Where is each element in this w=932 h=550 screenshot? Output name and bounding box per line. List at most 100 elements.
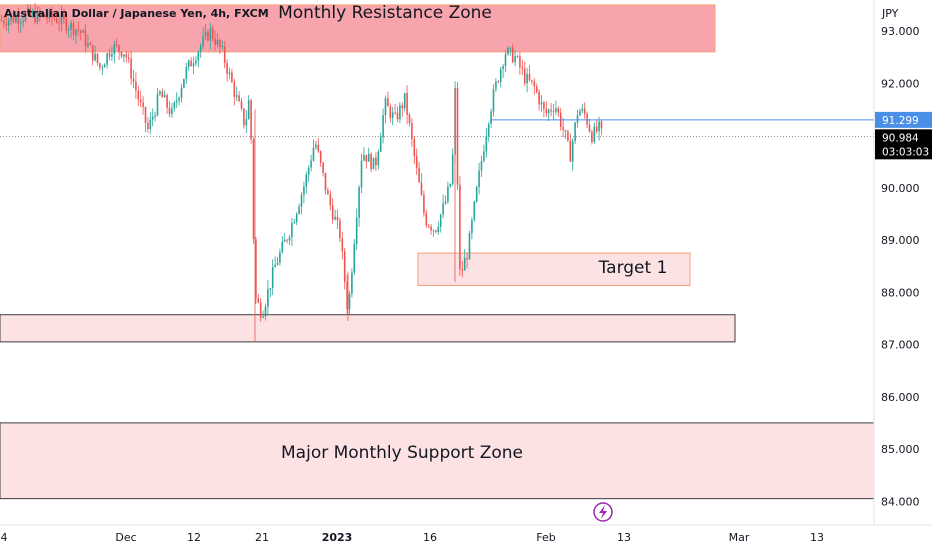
candle-body — [209, 28, 212, 41]
candle-body — [288, 237, 291, 241]
price-axis-background — [874, 0, 932, 525]
x-tick-label: 4 — [1, 531, 8, 544]
candle-body — [523, 68, 526, 84]
candle-body — [3, 20, 5, 24]
candle-body — [459, 184, 461, 270]
x-tick-label: 2023 — [322, 531, 353, 544]
candle-body — [394, 112, 396, 114]
candle-body — [51, 10, 53, 18]
candle-body — [161, 91, 164, 98]
candle-body — [353, 243, 356, 273]
candle-body — [204, 31, 207, 37]
candle-body — [396, 112, 399, 120]
candle-body — [303, 186, 305, 195]
x-axis-ticks: 4 Dec 12 21 2023 16 Feb 13 Mar 13 — [1, 531, 825, 544]
last-price-tag — [875, 129, 932, 160]
candle-body — [387, 98, 389, 107]
candle-body — [468, 233, 471, 260]
candle-body — [180, 87, 183, 98]
lightning-icon[interactable] — [593, 502, 613, 522]
candle-body — [219, 39, 221, 47]
candle-body — [533, 81, 536, 87]
candle-body — [343, 251, 346, 283]
candle-body — [178, 97, 180, 101]
candle-body — [552, 111, 555, 113]
zone-label-0: Monthly Resistance Zone — [278, 3, 492, 23]
candle-body — [197, 51, 200, 61]
candle-body — [418, 167, 420, 183]
candle-body — [118, 45, 120, 52]
candle-body — [442, 203, 444, 215]
candle-body — [65, 18, 68, 31]
candle-body — [156, 94, 159, 116]
candle-body — [58, 22, 60, 24]
y-tick-label: 90.000 — [881, 182, 920, 195]
candle-body — [322, 162, 324, 173]
candle-body — [471, 219, 473, 234]
x-tick-label: 13 — [617, 531, 631, 544]
candle-body — [271, 267, 274, 288]
x-tick-label: 12 — [187, 531, 201, 544]
candle-body — [108, 53, 111, 57]
candle-body — [190, 60, 192, 67]
candle-body — [214, 38, 216, 45]
candle-body — [84, 30, 87, 47]
candle-body — [139, 99, 142, 103]
candle-body — [593, 126, 596, 143]
candle-body — [327, 190, 329, 195]
candle-body — [504, 54, 507, 67]
candle-body — [127, 57, 130, 59]
candle-body — [233, 82, 236, 97]
candle-body — [36, 10, 39, 23]
zone-0[interactable] — [0, 4, 716, 53]
candle-body — [111, 54, 113, 57]
candle-body — [346, 282, 348, 310]
candle-body — [27, 8, 29, 14]
candle-body — [600, 121, 603, 129]
candle-body — [557, 108, 560, 113]
candle-body — [245, 119, 248, 126]
candle-body — [588, 124, 591, 132]
candle-body — [298, 206, 300, 214]
candle-body — [555, 108, 557, 112]
level-price-tag — [875, 111, 932, 128]
candle-body — [5, 23, 8, 26]
candle-body — [250, 100, 252, 140]
chart-title: Australian Dollar / Japanese Yen, 4h, FX… — [4, 7, 269, 20]
candle-body — [0, 20, 3, 22]
x-tick-label: Mar — [729, 531, 750, 544]
candle-body — [243, 108, 245, 126]
candle-body — [120, 51, 123, 57]
candle-body — [331, 205, 334, 220]
x-tick-label: Feb — [536, 531, 555, 544]
candles-layer[interactable] — [0, 3, 603, 342]
y-tick-label: 89.000 — [881, 234, 920, 247]
candle-body — [125, 54, 128, 58]
candle-body — [370, 153, 372, 170]
candle-body — [408, 114, 411, 124]
zone-3[interactable] — [0, 422, 875, 500]
candle-body — [358, 187, 360, 218]
candle-body — [300, 194, 303, 207]
candle-body — [163, 95, 166, 98]
candle-body — [269, 287, 272, 290]
candle-body — [485, 135, 488, 152]
candle-body — [10, 16, 12, 21]
candle-body — [115, 44, 118, 46]
candle-body — [507, 47, 509, 55]
candle-body — [147, 122, 149, 130]
y-tick-label: 92.000 — [881, 77, 920, 90]
candle-body — [567, 131, 569, 141]
candle-body — [151, 116, 154, 120]
candle-body — [519, 56, 521, 68]
candle-body — [487, 123, 490, 136]
candle-body — [99, 63, 101, 68]
candle-body — [478, 170, 480, 187]
zone-1[interactable] — [417, 252, 691, 286]
candle-body — [257, 298, 260, 303]
candle-body — [562, 126, 564, 130]
last-price-label: 90.984 — [882, 132, 919, 144]
zone-2[interactable] — [0, 314, 736, 343]
candle-body — [106, 53, 108, 65]
